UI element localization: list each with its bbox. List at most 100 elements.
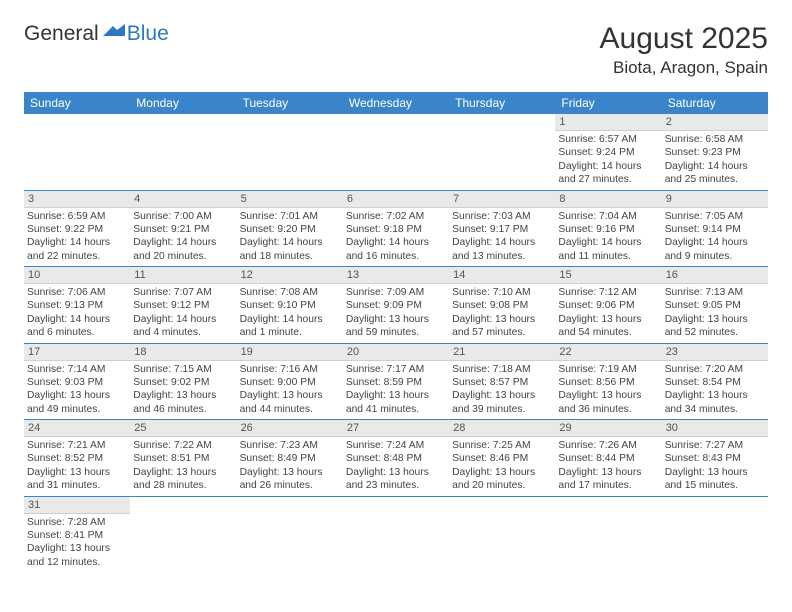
day-number: 11 (130, 267, 236, 284)
sunrise-text: Sunrise: 7:08 AM (240, 286, 340, 299)
day-body: Sunrise: 7:21 AMSunset: 8:52 PMDaylight:… (24, 437, 130, 496)
calendar-day: 12 Sunrise: 7:08 AMSunset: 9:10 PMDayligh… (237, 267, 343, 344)
calendar-day: 24Sunrise: 7:21 AMSunset: 8:52 PMDayligh… (24, 420, 130, 497)
sunset-text: Sunset: 8:56 PM (558, 376, 658, 389)
calendar-empty (343, 114, 449, 190)
sunset-text: Sunset: 9:00 PM (240, 376, 340, 389)
sunset-text: Sunset: 8:51 PM (133, 452, 233, 465)
day-number: 25 (130, 420, 236, 437)
day-body: Sunrise: 7:02 AMSunset: 9:18 PMDaylight:… (343, 208, 449, 267)
day-body: Sunrise: 7:14 AMSunset: 9:03 PMDaylight:… (24, 361, 130, 420)
calendar-empty (237, 114, 343, 190)
daylight-text: Daylight: 13 hours and 46 minutes. (133, 389, 233, 416)
calendar-day: 10Sunrise: 7:06 AMSunset: 9:13 PMDayligh… (24, 267, 130, 344)
day-number: 14 (449, 267, 555, 284)
day-body: Sunrise: 7:23 AMSunset: 8:49 PMDaylight:… (237, 437, 343, 496)
day-number: 15 (555, 267, 661, 284)
sunrise-text: Sunrise: 7:18 AM (452, 363, 552, 376)
sunset-text: Sunset: 8:48 PM (346, 452, 446, 465)
calendar-empty (130, 114, 236, 190)
daylight-text: Daylight: 13 hours and 12 minutes. (27, 542, 127, 569)
calendar-day: 8Sunrise: 7:04 AMSunset: 9:16 PMDaylight… (555, 190, 661, 267)
calendar-day: 1Sunrise: 6:57 AMSunset: 9:24 PMDaylight… (555, 114, 661, 190)
calendar-day: 20Sunrise: 7:17 AMSunset: 8:59 PMDayligh… (343, 343, 449, 420)
sunrise-text: Sunrise: 7:20 AM (665, 363, 765, 376)
sunset-text: Sunset: 9:05 PM (665, 299, 765, 312)
day-number: 26 (237, 420, 343, 437)
sunset-text: Sunset: 9:18 PM (346, 223, 446, 236)
daylight-text: Daylight: 13 hours and 59 minutes. (346, 313, 446, 340)
daylight-text: Daylight: 14 hours and 1 minute. (240, 313, 340, 340)
calendar-day: 25Sunrise: 7:22 AMSunset: 8:51 PMDayligh… (130, 420, 236, 497)
sunset-text: Sunset: 9:10 PM (240, 299, 340, 312)
weekday-header: Thursday (449, 92, 555, 114)
daylight-text: Daylight: 14 hours and 20 minutes. (133, 236, 233, 263)
calendar-day: 2Sunrise: 6:58 AMSunset: 9:23 PMDaylight… (662, 114, 768, 190)
daylight-text: Daylight: 13 hours and 20 minutes. (452, 466, 552, 493)
calendar-empty (24, 114, 130, 190)
sunset-text: Sunset: 9:08 PM (452, 299, 552, 312)
daylight-text: Daylight: 13 hours and 28 minutes. (133, 466, 233, 493)
sunrise-text: Sunrise: 7:15 AM (133, 363, 233, 376)
daylight-text: Daylight: 13 hours and 39 minutes. (452, 389, 552, 416)
day-body: Sunrise: 7:26 AMSunset: 8:44 PMDaylight:… (555, 437, 661, 496)
day-number: 24 (24, 420, 130, 437)
sunset-text: Sunset: 9:20 PM (240, 223, 340, 236)
daylight-text: Daylight: 13 hours and 15 minutes. (665, 466, 765, 493)
calendar-table: SundayMondayTuesdayWednesdayThursdayFrid… (24, 92, 768, 572)
sunrise-text: Sunrise: 7:25 AM (452, 439, 552, 452)
sunset-text: Sunset: 9:23 PM (665, 146, 765, 159)
weekday-header: Saturday (662, 92, 768, 114)
logo-text-blue: Blue (127, 22, 169, 46)
day-body: Sunrise: 7:22 AMSunset: 8:51 PMDaylight:… (130, 437, 236, 496)
sunset-text: Sunset: 9:21 PM (133, 223, 233, 236)
calendar-day: 5Sunrise: 7:01 AMSunset: 9:20 PMDaylight… (237, 190, 343, 267)
daylight-text: Daylight: 14 hours and 22 minutes. (27, 236, 127, 263)
day-body: Sunrise: 6:59 AMSunset: 9:22 PMDaylight:… (24, 208, 130, 267)
day-number: 7 (449, 191, 555, 208)
calendar-day: 13Sunrise: 7:09 AMSunset: 9:09 PMDayligh… (343, 267, 449, 344)
daylight-text: Daylight: 13 hours and 23 minutes. (346, 466, 446, 493)
calendar-day: 7Sunrise: 7:03 AMSunset: 9:17 PMDaylight… (449, 190, 555, 267)
calendar-day: 26Sunrise: 7:23 AMSunset: 8:49 PMDayligh… (237, 420, 343, 497)
calendar-day: 27Sunrise: 7:24 AMSunset: 8:48 PMDayligh… (343, 420, 449, 497)
day-number: 12 (237, 267, 343, 284)
sunrise-text: Sunrise: 7:00 AM (133, 210, 233, 223)
day-number: 10 (24, 267, 130, 284)
weekday-header: Wednesday (343, 92, 449, 114)
sunrise-text: Sunrise: 7:22 AM (133, 439, 233, 452)
daylight-text: Daylight: 14 hours and 13 minutes. (452, 236, 552, 263)
sunrise-text: Sunrise: 7:24 AM (346, 439, 446, 452)
sunrise-text: Sunrise: 7:21 AM (27, 439, 127, 452)
sunrise-text: Sunrise: 7:07 AM (133, 286, 233, 299)
day-body: Sunrise: 7:07 AMSunset: 9:12 PMDaylight:… (130, 284, 236, 343)
sunrise-text: Sunrise: 6:58 AM (665, 133, 765, 146)
daylight-text: Daylight: 14 hours and 25 minutes. (665, 160, 765, 187)
day-body: Sunrise: 7:09 AMSunset: 9:09 PMDaylight:… (343, 284, 449, 343)
day-body: Sunrise: 6:58 AMSunset: 9:23 PMDaylight:… (662, 131, 768, 190)
title-block: August 2025 Biota, Aragon, Spain (600, 22, 768, 78)
month-title: August 2025 (600, 22, 768, 56)
day-number: 6 (343, 191, 449, 208)
daylight-text: Daylight: 13 hours and 26 minutes. (240, 466, 340, 493)
day-body: Sunrise: 7:25 AMSunset: 8:46 PMDaylight:… (449, 437, 555, 496)
sunrise-text: Sunrise: 7:10 AM (452, 286, 552, 299)
day-number: 2 (662, 114, 768, 131)
calendar-day: 4 Sunrise: 7:00 AMSunset: 9:21 PMDaylight… (130, 190, 236, 267)
day-number: 19 (237, 344, 343, 361)
daylight-text: Daylight: 13 hours and 57 minutes. (452, 313, 552, 340)
day-number: 4 (130, 191, 236, 208)
calendar-empty (449, 114, 555, 190)
sunrise-text: Sunrise: 7:19 AM (558, 363, 658, 376)
sunset-text: Sunset: 9:03 PM (27, 376, 127, 389)
location: Biota, Aragon, Spain (600, 58, 768, 78)
day-body: Sunrise: 7:24 AMSunset: 8:48 PMDaylight:… (343, 437, 449, 496)
daylight-text: Daylight: 14 hours and 27 minutes. (558, 160, 658, 187)
day-body: Sunrise: 7:01 AMSunset: 9:20 PMDaylight:… (237, 208, 343, 267)
day-body: Sunrise: 7:03 AMSunset: 9:17 PMDaylight:… (449, 208, 555, 267)
sunset-text: Sunset: 9:24 PM (558, 146, 658, 159)
calendar-empty (449, 496, 555, 572)
calendar-empty (662, 496, 768, 572)
sunset-text: Sunset: 9:14 PM (665, 223, 765, 236)
day-number: 1 (555, 114, 661, 131)
